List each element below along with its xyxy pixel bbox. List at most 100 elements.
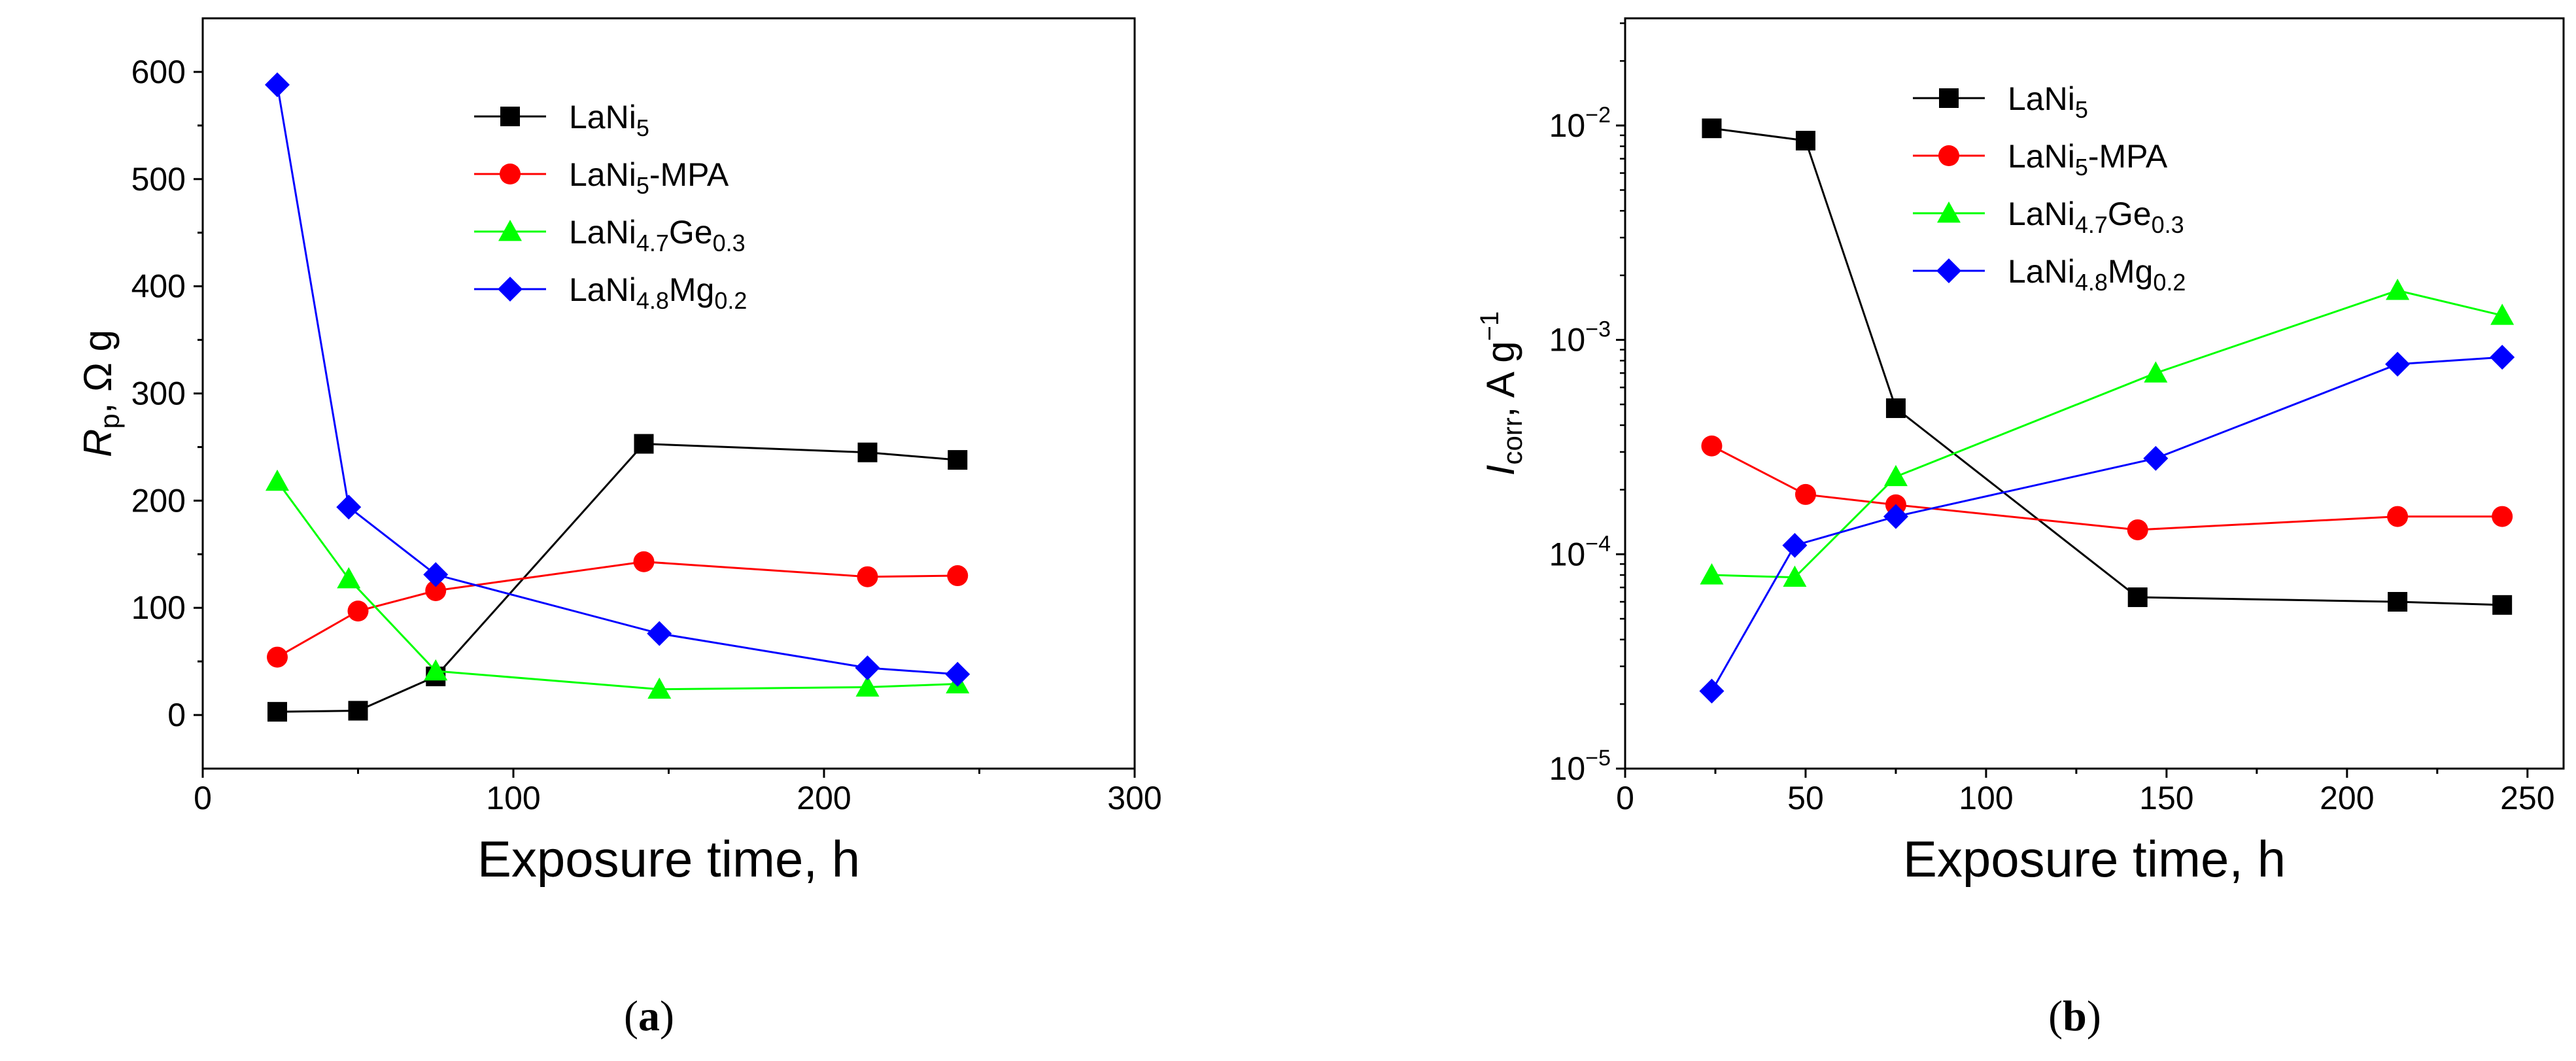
data-point-3-2 [1883, 504, 1908, 529]
data-point-0-3 [2127, 587, 2148, 608]
data-point-1-4 [2387, 506, 2409, 527]
data-point-0-2 [1885, 398, 1906, 419]
data-point-2-5 [2490, 304, 2515, 325]
x-tick-label: 250 [2500, 780, 2554, 816]
data-point-0-1 [1795, 130, 1815, 150]
y-tick-label: 600 [131, 54, 186, 90]
data-point-1-1 [347, 600, 369, 622]
data-point-1-2 [425, 580, 447, 601]
series-line-1 [1711, 445, 2503, 531]
data-point-2-4 [855, 675, 880, 697]
plot-frame [1624, 17, 2565, 770]
x-axis-label: Exposure time, h [1903, 830, 2286, 888]
data-point-3-5 [945, 661, 970, 687]
data-point-3-1 [1782, 532, 1808, 558]
data-point-1-5 [2492, 506, 2513, 527]
legend-marker-0 [1939, 88, 1959, 108]
data-point-3-0 [1699, 678, 1725, 704]
y-tick-label: 10−2 [1549, 103, 1611, 144]
y-tick-label: 200 [131, 482, 186, 519]
series-line-1 [277, 561, 958, 658]
data-point-3-3 [2143, 445, 2169, 471]
data-point-0-4 [857, 442, 878, 462]
legend-label-1: LaNi5-MPA [2008, 138, 2168, 181]
x-tick-label: 0 [194, 780, 212, 816]
legend-marker-1 [500, 164, 521, 184]
data-point-2-0 [266, 469, 289, 491]
series-line-0 [277, 442, 958, 713]
series-line-3 [1711, 356, 2503, 692]
series-line-3 [276, 84, 958, 676]
legend-label-1: LaNi5-MPA [569, 156, 729, 199]
data-point-0-0 [267, 702, 287, 722]
data-point-1-3 [2127, 519, 2148, 540]
x-tick-label: 0 [1616, 780, 1634, 816]
data-point-3-2 [423, 562, 449, 587]
legend-marker-1 [1938, 145, 1959, 166]
chart-b: 0 50 100 150 200 250 10−5 10−4 10−3 10−2 Exposure … [1475, 17, 2565, 1040]
legend-label-2: LaNi4.7Ge0.3 [2008, 196, 2184, 238]
data-point-2-0 [1700, 563, 1724, 585]
data-point-3-5 [2490, 345, 2515, 370]
x-tick-label: 150 [2139, 780, 2193, 816]
data-point-1-1 [1795, 483, 1816, 505]
y-tick-label: 10−4 [1549, 531, 1611, 572]
data-point-1-3 [633, 551, 655, 572]
panel-caption: (b) [2048, 992, 2101, 1040]
legend-marker-2 [498, 220, 522, 241]
x-axis-label: Exposure time, h [477, 830, 860, 888]
data-point-1-5 [947, 565, 969, 587]
y-tick-label: 400 [131, 268, 186, 305]
data-point-3-0 [265, 72, 290, 97]
data-point-0-0 [1702, 118, 1722, 139]
data-point-1-4 [857, 566, 878, 587]
legend-label-0: LaNi5 [569, 99, 649, 141]
panel-caption: (a) [624, 992, 674, 1040]
data-point-0-5 [2492, 595, 2513, 615]
legend-label-0: LaNi5 [2008, 80, 2088, 123]
legend-label-3: LaNi4.8Mg0.2 [569, 271, 747, 314]
y-tick-label: 10−5 [1549, 746, 1611, 787]
data-point-2-1 [337, 566, 361, 589]
chart-a: 0 100 200 300 0 100 200 300 400 500 600 Exposure ti… [76, 17, 1162, 1040]
y-axis-label: Rp, Ω g [76, 330, 125, 457]
data-point-2-2 [1883, 464, 1908, 487]
data-point-3-1 [336, 495, 362, 520]
data-point-0-1 [348, 701, 368, 721]
y-tick-label: 0 [167, 697, 186, 733]
plot-frame [201, 17, 1136, 770]
data-point-0-3 [634, 434, 654, 454]
y-tick-label: 100 [131, 589, 186, 626]
legend-marker-3 [498, 277, 523, 302]
legend-marker-3 [1936, 258, 1961, 283]
legend-marker-0 [500, 107, 520, 126]
legend-label-3: LaNi4.8Mg0.2 [2008, 253, 2186, 296]
x-tick-label: 100 [1959, 780, 2013, 816]
data-point-0-5 [948, 450, 968, 470]
legend-label-2: LaNi4.7Ge0.3 [569, 214, 746, 256]
data-point-1-0 [1701, 435, 1723, 457]
data-point-2-1 [1783, 565, 1807, 587]
x-tick-label: 100 [486, 780, 540, 816]
data-point-3-3 [647, 621, 672, 646]
data-point-2-4 [2386, 279, 2410, 300]
data-point-1-0 [267, 646, 288, 668]
series-line-2 [276, 480, 958, 691]
x-tick-label: 200 [797, 780, 851, 816]
data-point-2-2 [424, 659, 448, 681]
data-point-3-4 [2385, 351, 2411, 377]
x-tick-label: 200 [2320, 780, 2374, 816]
y-axis-label: Icorr, A g−1 [1475, 311, 1528, 476]
legend-marker-2 [1937, 201, 1961, 223]
data-point-2-3 [647, 677, 672, 699]
x-tick-label: 50 [1787, 780, 1824, 816]
data-point-3-4 [855, 655, 880, 680]
y-tick-label: 10−3 [1549, 317, 1611, 358]
series-line-2 [1711, 289, 2503, 579]
data-point-0-4 [2388, 591, 2408, 612]
y-tick-label: 300 [131, 375, 186, 412]
x-tick-label: 300 [1107, 780, 1161, 816]
y-tick-label: 500 [131, 161, 186, 198]
series-line-0 [1711, 127, 2503, 606]
